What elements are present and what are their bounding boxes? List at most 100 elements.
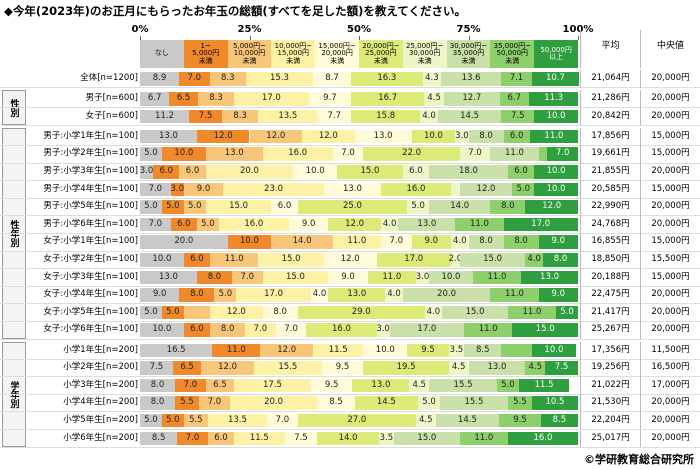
data-label: 9.0 [551,289,566,300]
bar-segment [518,378,570,393]
table-cell: 20,000円 [640,198,700,216]
data-label: 5.0 [144,201,158,212]
bar-segment [317,396,355,410]
data-label: 17.0 [531,218,551,229]
bar-segment [297,413,416,428]
row-separator [0,429,700,430]
bar-segment [175,396,200,410]
bar-segment [529,129,578,144]
bar-segment [140,431,178,446]
data-label: 8.0 [190,289,204,300]
data-label: 9.0 [341,271,355,282]
y-tick-label: 女子[n=600] [85,110,138,121]
data-label: 7.0 [185,432,200,443]
data-label: 11.5 [249,432,269,443]
data-label: 8.3 [233,110,247,121]
data-label: 6.0 [509,130,524,141]
bar-segment [532,396,578,410]
data-label: 11.2 [155,110,174,121]
data-label: 15.0 [286,271,305,282]
data-label: 5.0 [144,414,158,425]
data-label: 3.0 [415,271,430,282]
data-label: 15.0 [281,254,301,264]
bar-segment [161,305,184,320]
row-separator [0,144,700,146]
table-cell: 22,475円 [580,286,640,304]
data-label: 13.0 [342,183,362,194]
data-label: 15.0 [535,324,555,335]
data-label: 10.0 [174,148,194,159]
bar-segment [440,396,508,410]
bar-segment [313,72,352,86]
y-tick-label: 男子:小学3年生[n=100] [43,166,138,176]
bar-segment [398,217,456,232]
bar-segment [271,200,298,214]
bar-segment [351,92,425,106]
data-label: 13.0 [373,130,393,141]
y-tick-label: 女子:小学4年生[n=100] [43,289,138,300]
bar-segment [140,361,173,375]
data-label: 8.0 [220,324,235,335]
bar-segment [140,413,162,428]
data-label: 8.5 [151,432,166,443]
bar-segment [205,378,235,393]
data-label: 12.0 [266,130,286,141]
bar-segment [140,378,176,393]
bar-segment [420,109,438,124]
bar-segment [455,129,469,144]
bar-segment [424,92,444,106]
data-label: 4.0 [312,289,327,300]
x-tick-label: 50% [347,24,371,35]
bar-segment [459,431,508,446]
row-separator [0,446,700,448]
table-cell: 15,000円 [640,127,700,146]
data-label: 7.0 [183,379,198,390]
bar-segment [196,270,232,285]
data-label: 4.0 [426,306,441,317]
row-separator [0,180,700,182]
row-separator [0,232,700,234]
bar-segment [140,270,197,285]
bar-segment [234,431,285,446]
data-label: 20.0 [437,289,457,300]
bar-segment [177,431,208,446]
data-label: 16.0 [288,148,308,159]
data-label: 15.0 [483,254,503,264]
bar-segment [317,431,379,446]
bar-segment [140,217,171,232]
bar-segment [297,200,408,214]
data-label: 12.0 [277,344,297,355]
data-label: 5.0 [201,218,215,229]
bar-segment [394,431,460,446]
data-label: 16.0 [244,218,264,229]
bar-segment [501,343,532,358]
bar-segment [199,396,230,410]
data-label: 8.0 [273,306,287,317]
x-tick-label: 100% [562,24,594,35]
data-label: 6.0 [214,432,228,443]
data-label: 7.5 [198,110,213,121]
bar-segment [205,165,294,179]
bar-segment [308,92,352,106]
bar-segment [468,235,504,249]
bar-segment [140,235,228,249]
data-label: 20.0 [240,166,259,176]
data-label: 8.5 [329,397,343,408]
bar-segment [302,129,355,144]
data-label: 14.5 [457,414,477,425]
data-label: 5.0 [144,148,158,159]
row-separator [0,107,700,109]
bar-segment [245,72,313,86]
data-label: 13.6 [461,73,481,83]
bar-segment [258,109,318,124]
table-cell: 15,000円 [640,268,700,287]
data-label: 7.0 [555,148,570,159]
bar-segment [380,182,451,197]
bar-segment [140,323,184,337]
row-separator [0,250,700,252]
table-cell: 15,000円 [640,180,700,199]
data-label: 29.0 [351,306,371,317]
bar-segment [161,200,184,214]
data-label: 5.0 [422,397,436,408]
data-label: 6.0 [190,324,204,335]
